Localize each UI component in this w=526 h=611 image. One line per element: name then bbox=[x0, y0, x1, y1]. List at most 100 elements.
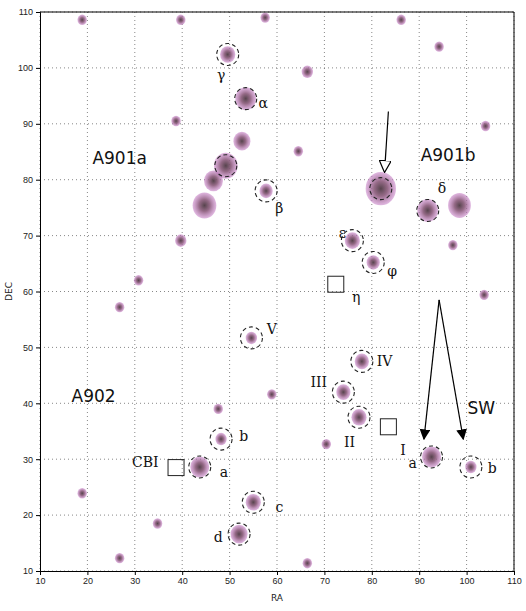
tick: 50 bbox=[23, 343, 40, 353]
dashed-circle bbox=[362, 251, 384, 273]
region-label: β bbox=[275, 200, 283, 216]
dashed-circle bbox=[351, 350, 373, 372]
tick-mark bbox=[277, 571, 278, 575]
tick: 30 bbox=[130, 571, 140, 586]
labels: A901aA901bA902SWγαβδεφηVIVIIIIIIabbaCBIc… bbox=[72, 67, 497, 545]
tick-mark bbox=[36, 459, 40, 460]
tick: 20 bbox=[83, 571, 93, 586]
region-label: b bbox=[239, 428, 248, 444]
grid-line bbox=[229, 12, 230, 571]
mass-peak bbox=[77, 488, 86, 498]
dashed-circle bbox=[421, 446, 443, 468]
tick-label: 100 bbox=[460, 576, 475, 586]
region-label: ε bbox=[339, 225, 346, 241]
mass-peak bbox=[220, 46, 235, 63]
tick: 40 bbox=[23, 399, 40, 409]
mass-peak bbox=[355, 354, 369, 370]
cluster-label: SW bbox=[467, 398, 495, 418]
tick-label: 80 bbox=[23, 175, 33, 185]
dashed-circle bbox=[217, 43, 239, 65]
tick: 80 bbox=[23, 175, 40, 185]
tick-label: 10 bbox=[23, 566, 33, 576]
tick-label: 30 bbox=[130, 576, 140, 586]
mass-peak bbox=[448, 193, 471, 218]
mass-peak bbox=[465, 461, 476, 474]
dashed-circle bbox=[370, 178, 392, 200]
tick: 90 bbox=[23, 119, 40, 129]
chart: 1020304050607080901001101020304050607080… bbox=[0, 0, 526, 611]
mass-peak bbox=[246, 332, 257, 345]
tick-mark bbox=[419, 571, 420, 575]
arrow bbox=[439, 300, 463, 439]
grid-line bbox=[466, 12, 467, 571]
tick-mark bbox=[230, 571, 231, 575]
region-label: IV bbox=[377, 353, 394, 369]
mass-peak bbox=[259, 184, 272, 199]
mass-peak bbox=[213, 404, 222, 414]
region-label: η bbox=[352, 289, 360, 305]
tick-label: 100 bbox=[18, 63, 33, 73]
cluster-label: A901a bbox=[92, 148, 147, 168]
tick-label: 40 bbox=[23, 399, 33, 409]
marks bbox=[77, 12, 490, 568]
tick: 90 bbox=[415, 571, 425, 586]
axis-line bbox=[36, 13, 41, 572]
grid-line bbox=[40, 12, 514, 13]
tick-mark bbox=[36, 236, 40, 237]
tick-label: 40 bbox=[178, 576, 188, 586]
mass-peak bbox=[267, 389, 276, 399]
tick: 10 bbox=[35, 571, 45, 586]
mass-peak bbox=[434, 41, 443, 51]
tick: 100 bbox=[18, 63, 40, 73]
arrow bbox=[424, 300, 439, 439]
mass-peak bbox=[422, 447, 441, 468]
grid-line bbox=[419, 12, 420, 571]
tick-mark bbox=[182, 571, 183, 575]
box bbox=[168, 460, 184, 476]
mass-peak bbox=[246, 494, 261, 511]
region-label: II bbox=[344, 434, 355, 450]
mass-peak bbox=[336, 384, 350, 400]
plot: 1020304050607080901001101020304050607080… bbox=[4, 7, 522, 603]
tick: 110 bbox=[507, 571, 521, 586]
tick-label: 90 bbox=[415, 576, 425, 586]
tick-mark bbox=[467, 571, 468, 575]
tick-mark bbox=[36, 180, 40, 181]
grid-line bbox=[182, 12, 183, 571]
mass-peak bbox=[115, 553, 124, 563]
tick-mark bbox=[36, 124, 40, 125]
frame bbox=[514, 12, 515, 571]
mass-peak bbox=[302, 66, 313, 79]
mass-peak bbox=[115, 302, 124, 312]
mass-peak bbox=[396, 15, 405, 25]
mass-peak bbox=[448, 240, 457, 250]
grid-line bbox=[40, 291, 514, 292]
tick-mark bbox=[135, 571, 136, 575]
mass-peak bbox=[193, 192, 217, 218]
dashed-circle bbox=[189, 456, 211, 478]
dashed-circle bbox=[255, 180, 277, 202]
tick: 70 bbox=[23, 231, 40, 241]
tick: 60 bbox=[23, 287, 40, 297]
tick-label: 60 bbox=[272, 576, 282, 586]
mass-peak bbox=[134, 275, 143, 285]
region-label: a bbox=[220, 464, 228, 480]
mass-peak bbox=[351, 409, 366, 426]
dashed-circle bbox=[215, 155, 237, 177]
mass-peak bbox=[233, 132, 250, 151]
dashed-circle bbox=[348, 406, 370, 428]
tick-label: 60 bbox=[23, 287, 33, 297]
tick: 50 bbox=[225, 571, 235, 586]
tick-label: 10 bbox=[35, 576, 45, 586]
region-label: V bbox=[266, 321, 278, 337]
mass-peak bbox=[171, 116, 180, 126]
tick: 110 bbox=[19, 7, 40, 17]
tick-mark bbox=[36, 68, 40, 69]
region-label: α bbox=[259, 95, 269, 111]
dashed-circle bbox=[417, 199, 439, 221]
tick-mark bbox=[514, 571, 515, 575]
arrow bbox=[385, 112, 389, 172]
grid-line bbox=[40, 235, 514, 236]
region-label: γ bbox=[217, 67, 225, 83]
mass-peak bbox=[417, 199, 438, 222]
